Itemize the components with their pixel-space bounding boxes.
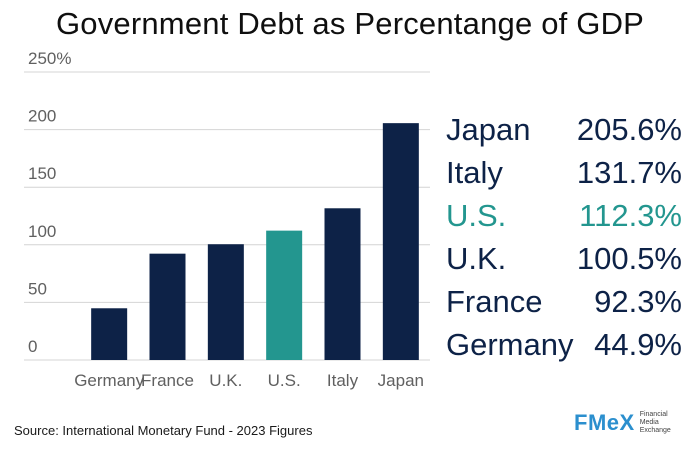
legend-row: U.K. 100.5%: [446, 237, 682, 280]
value-legend: Japan 205.6% Italy 131.7% U.S. 112.3% U.K. 100.…: [446, 108, 682, 366]
bar-uk: [207, 244, 244, 360]
legend-value: 205.6%: [576, 112, 682, 147]
legend-country: U.K.: [446, 241, 507, 276]
legend-country: Italy: [446, 155, 503, 190]
x-tick-label: France: [141, 371, 194, 390]
legend-row: Italy 131.7%: [446, 151, 682, 194]
y-tick-label: 100: [28, 222, 56, 241]
bar-japan: [382, 123, 419, 360]
x-tick-label: Italy: [327, 371, 359, 390]
legend-value: 112.3%: [579, 198, 682, 233]
legend-value: 131.7%: [576, 155, 682, 190]
legend-value: 44.9%: [594, 327, 682, 362]
bar-france: [149, 253, 186, 360]
bar-italy: [324, 208, 361, 360]
x-tick-label: U.K.: [209, 371, 242, 390]
brand-tagline: Financial Media Exchange: [640, 411, 680, 435]
source-note: Source: International Monetary Fund - 20…: [14, 423, 313, 438]
legend-value: 92.3%: [594, 284, 682, 319]
chart-title: Government Debt as Percentange of GDP: [55, 6, 645, 41]
bar-us: [266, 230, 303, 360]
legend-row: France 92.3%: [446, 280, 682, 323]
brand-tagline-word: Financial: [639, 411, 668, 418]
brand-logo: FMeX Financial Media Exchange: [574, 410, 680, 436]
brand-name: FMeX: [574, 410, 635, 435]
legend-country: France: [446, 284, 543, 319]
bar-germany: [91, 308, 128, 360]
legend-value: 100.5%: [576, 241, 682, 276]
x-tick-label: Japan: [378, 371, 424, 390]
y-tick-label: 250%: [28, 49, 71, 68]
legend-country: Japan: [446, 112, 531, 147]
legend-country: U.S.: [446, 198, 507, 233]
legend-row: Japan 205.6%: [446, 108, 682, 151]
brand-tagline-word: Media: [639, 419, 659, 426]
brand-tagline-word: Exchange: [639, 427, 671, 434]
y-tick-label: 0: [28, 337, 37, 356]
legend-row: Germany 44.9%: [446, 323, 682, 366]
x-tick-label: U.S.: [268, 371, 301, 390]
y-tick-label: 50: [28, 279, 47, 298]
x-tick-label: Germany: [74, 371, 144, 390]
y-tick-label: 150: [28, 164, 56, 183]
legend-country: Germany: [446, 327, 574, 362]
y-tick-label: 200: [28, 107, 56, 126]
legend-row: U.S. 112.3%: [446, 194, 682, 237]
